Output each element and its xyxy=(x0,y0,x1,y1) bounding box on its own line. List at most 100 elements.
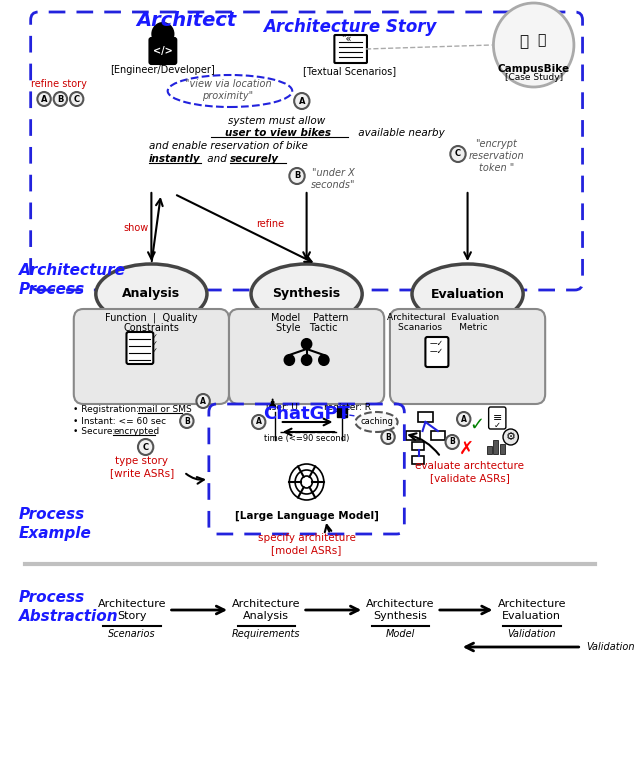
Bar xyxy=(412,456,424,464)
Circle shape xyxy=(503,429,518,445)
Text: Analysis: Analysis xyxy=(122,288,180,300)
Text: ✓: ✓ xyxy=(494,421,500,429)
Text: B: B xyxy=(385,432,391,442)
Text: "under X
seconds": "under X seconds" xyxy=(311,168,356,190)
Circle shape xyxy=(285,355,294,365)
Text: refine: refine xyxy=(256,219,284,229)
Text: securely: securely xyxy=(230,154,279,164)
Text: Model: Model xyxy=(386,629,415,639)
Circle shape xyxy=(152,23,173,45)
Circle shape xyxy=(457,412,470,426)
Text: Process
Example: Process Example xyxy=(19,508,92,541)
Text: CampusBike: CampusBike xyxy=(498,64,570,74)
FancyBboxPatch shape xyxy=(390,309,545,404)
Text: "encrypt
reservation
token ": "encrypt reservation token " xyxy=(468,139,524,173)
Text: Architecture
Analysis: Architecture Analysis xyxy=(232,599,301,621)
Ellipse shape xyxy=(412,264,523,324)
Text: [Engineer/Developer]: [Engineer/Developer] xyxy=(111,65,215,75)
Text: and: and xyxy=(204,154,230,164)
Text: A: A xyxy=(298,96,305,106)
Text: Function  |  Quality: Function | Quality xyxy=(105,313,198,323)
Text: ✗: ✗ xyxy=(459,440,474,458)
Text: available nearby: available nearby xyxy=(355,128,444,138)
Text: —✓: —✓ xyxy=(430,339,444,347)
Text: Architecture
Process: Architecture Process xyxy=(19,264,126,297)
Text: C: C xyxy=(455,149,461,159)
Text: ChatGPT: ChatGPT xyxy=(263,405,350,423)
Text: system must allow: system must allow xyxy=(228,116,328,126)
Circle shape xyxy=(493,3,574,87)
Text: B: B xyxy=(449,437,455,447)
Text: Architect: Architect xyxy=(137,10,237,30)
Text: C: C xyxy=(74,95,80,103)
Text: caching: caching xyxy=(360,418,393,426)
Text: [Textual Scenarios]: [Textual Scenarios] xyxy=(303,66,396,76)
Text: ≡: ≡ xyxy=(493,413,502,423)
Text: instantly: instantly xyxy=(148,154,200,164)
Text: [Large Language Model]: [Large Language Model] xyxy=(235,511,378,521)
Text: register: R: register: R xyxy=(324,404,371,412)
Text: C: C xyxy=(143,443,148,451)
Text: Constraints: Constraints xyxy=(124,323,179,333)
Text: encrypted: encrypted xyxy=(113,428,159,436)
FancyBboxPatch shape xyxy=(489,407,506,429)
Bar xyxy=(431,431,445,440)
Text: A: A xyxy=(200,396,206,406)
Circle shape xyxy=(445,435,459,449)
Circle shape xyxy=(196,394,210,408)
Circle shape xyxy=(319,355,328,365)
Text: B: B xyxy=(184,417,189,425)
Text: Scenarios: Scenarios xyxy=(108,629,156,639)
Text: specify architeture
[model ASRs]: specify architeture [model ASRs] xyxy=(258,533,356,554)
Bar xyxy=(500,444,505,454)
Text: "view via location
proximity": "view via location proximity" xyxy=(185,79,271,101)
Text: and enable reservation of bike: and enable reservation of bike xyxy=(148,141,310,151)
FancyBboxPatch shape xyxy=(426,337,449,367)
Text: "«: "« xyxy=(341,34,351,44)
Text: A: A xyxy=(41,95,47,103)
Text: B: B xyxy=(294,171,300,181)
Text: Architecture
Evaluation: Architecture Evaluation xyxy=(497,599,566,621)
FancyBboxPatch shape xyxy=(229,309,384,404)
Text: Validation: Validation xyxy=(586,642,635,652)
Text: ✓: ✓ xyxy=(152,334,158,340)
Text: Architecture
Story: Architecture Story xyxy=(98,599,166,621)
Circle shape xyxy=(289,168,305,184)
Text: Scanarios      Metric: Scanarios Metric xyxy=(398,324,488,332)
Ellipse shape xyxy=(96,264,207,324)
Circle shape xyxy=(54,92,67,106)
Text: evaluate archtecture
[validate ASRs]: evaluate archtecture [validate ASRs] xyxy=(415,461,524,482)
Circle shape xyxy=(138,439,154,455)
Text: Architecture
Synthesis: Architecture Synthesis xyxy=(366,599,435,621)
Text: user: U: user: U xyxy=(266,404,298,412)
Ellipse shape xyxy=(355,412,397,432)
Circle shape xyxy=(451,146,466,162)
Text: type story
[write ASRs]: type story [write ASRs] xyxy=(109,456,174,478)
Text: Style   Tactic: Style Tactic xyxy=(276,323,337,333)
Text: ✓: ✓ xyxy=(152,348,158,354)
Text: A: A xyxy=(461,414,467,424)
Text: Synthesis: Synthesis xyxy=(273,288,340,300)
Bar xyxy=(418,412,433,422)
Text: Evaluation: Evaluation xyxy=(431,288,504,300)
Text: ♟: ♟ xyxy=(266,399,278,411)
Text: mail or SMS: mail or SMS xyxy=(138,406,192,414)
Text: Validation: Validation xyxy=(508,629,556,639)
Circle shape xyxy=(37,92,51,106)
Text: Process
Abstraction: Process Abstraction xyxy=(19,590,119,624)
Circle shape xyxy=(70,92,83,106)
Bar xyxy=(406,431,420,440)
FancyBboxPatch shape xyxy=(127,332,154,364)
Text: A: A xyxy=(256,418,262,426)
Text: Architectural  Evaluation: Architectural Evaluation xyxy=(387,314,499,322)
Circle shape xyxy=(302,339,312,349)
Text: 🚲: 🚲 xyxy=(537,33,545,47)
Bar xyxy=(487,446,492,454)
FancyBboxPatch shape xyxy=(334,35,367,63)
Circle shape xyxy=(252,415,266,429)
FancyBboxPatch shape xyxy=(150,38,176,64)
Text: • Registration:: • Registration: xyxy=(73,406,141,414)
Text: ⛹: ⛹ xyxy=(520,34,529,49)
Text: ✓: ✓ xyxy=(470,416,484,434)
Text: Pattern: Pattern xyxy=(313,313,348,323)
